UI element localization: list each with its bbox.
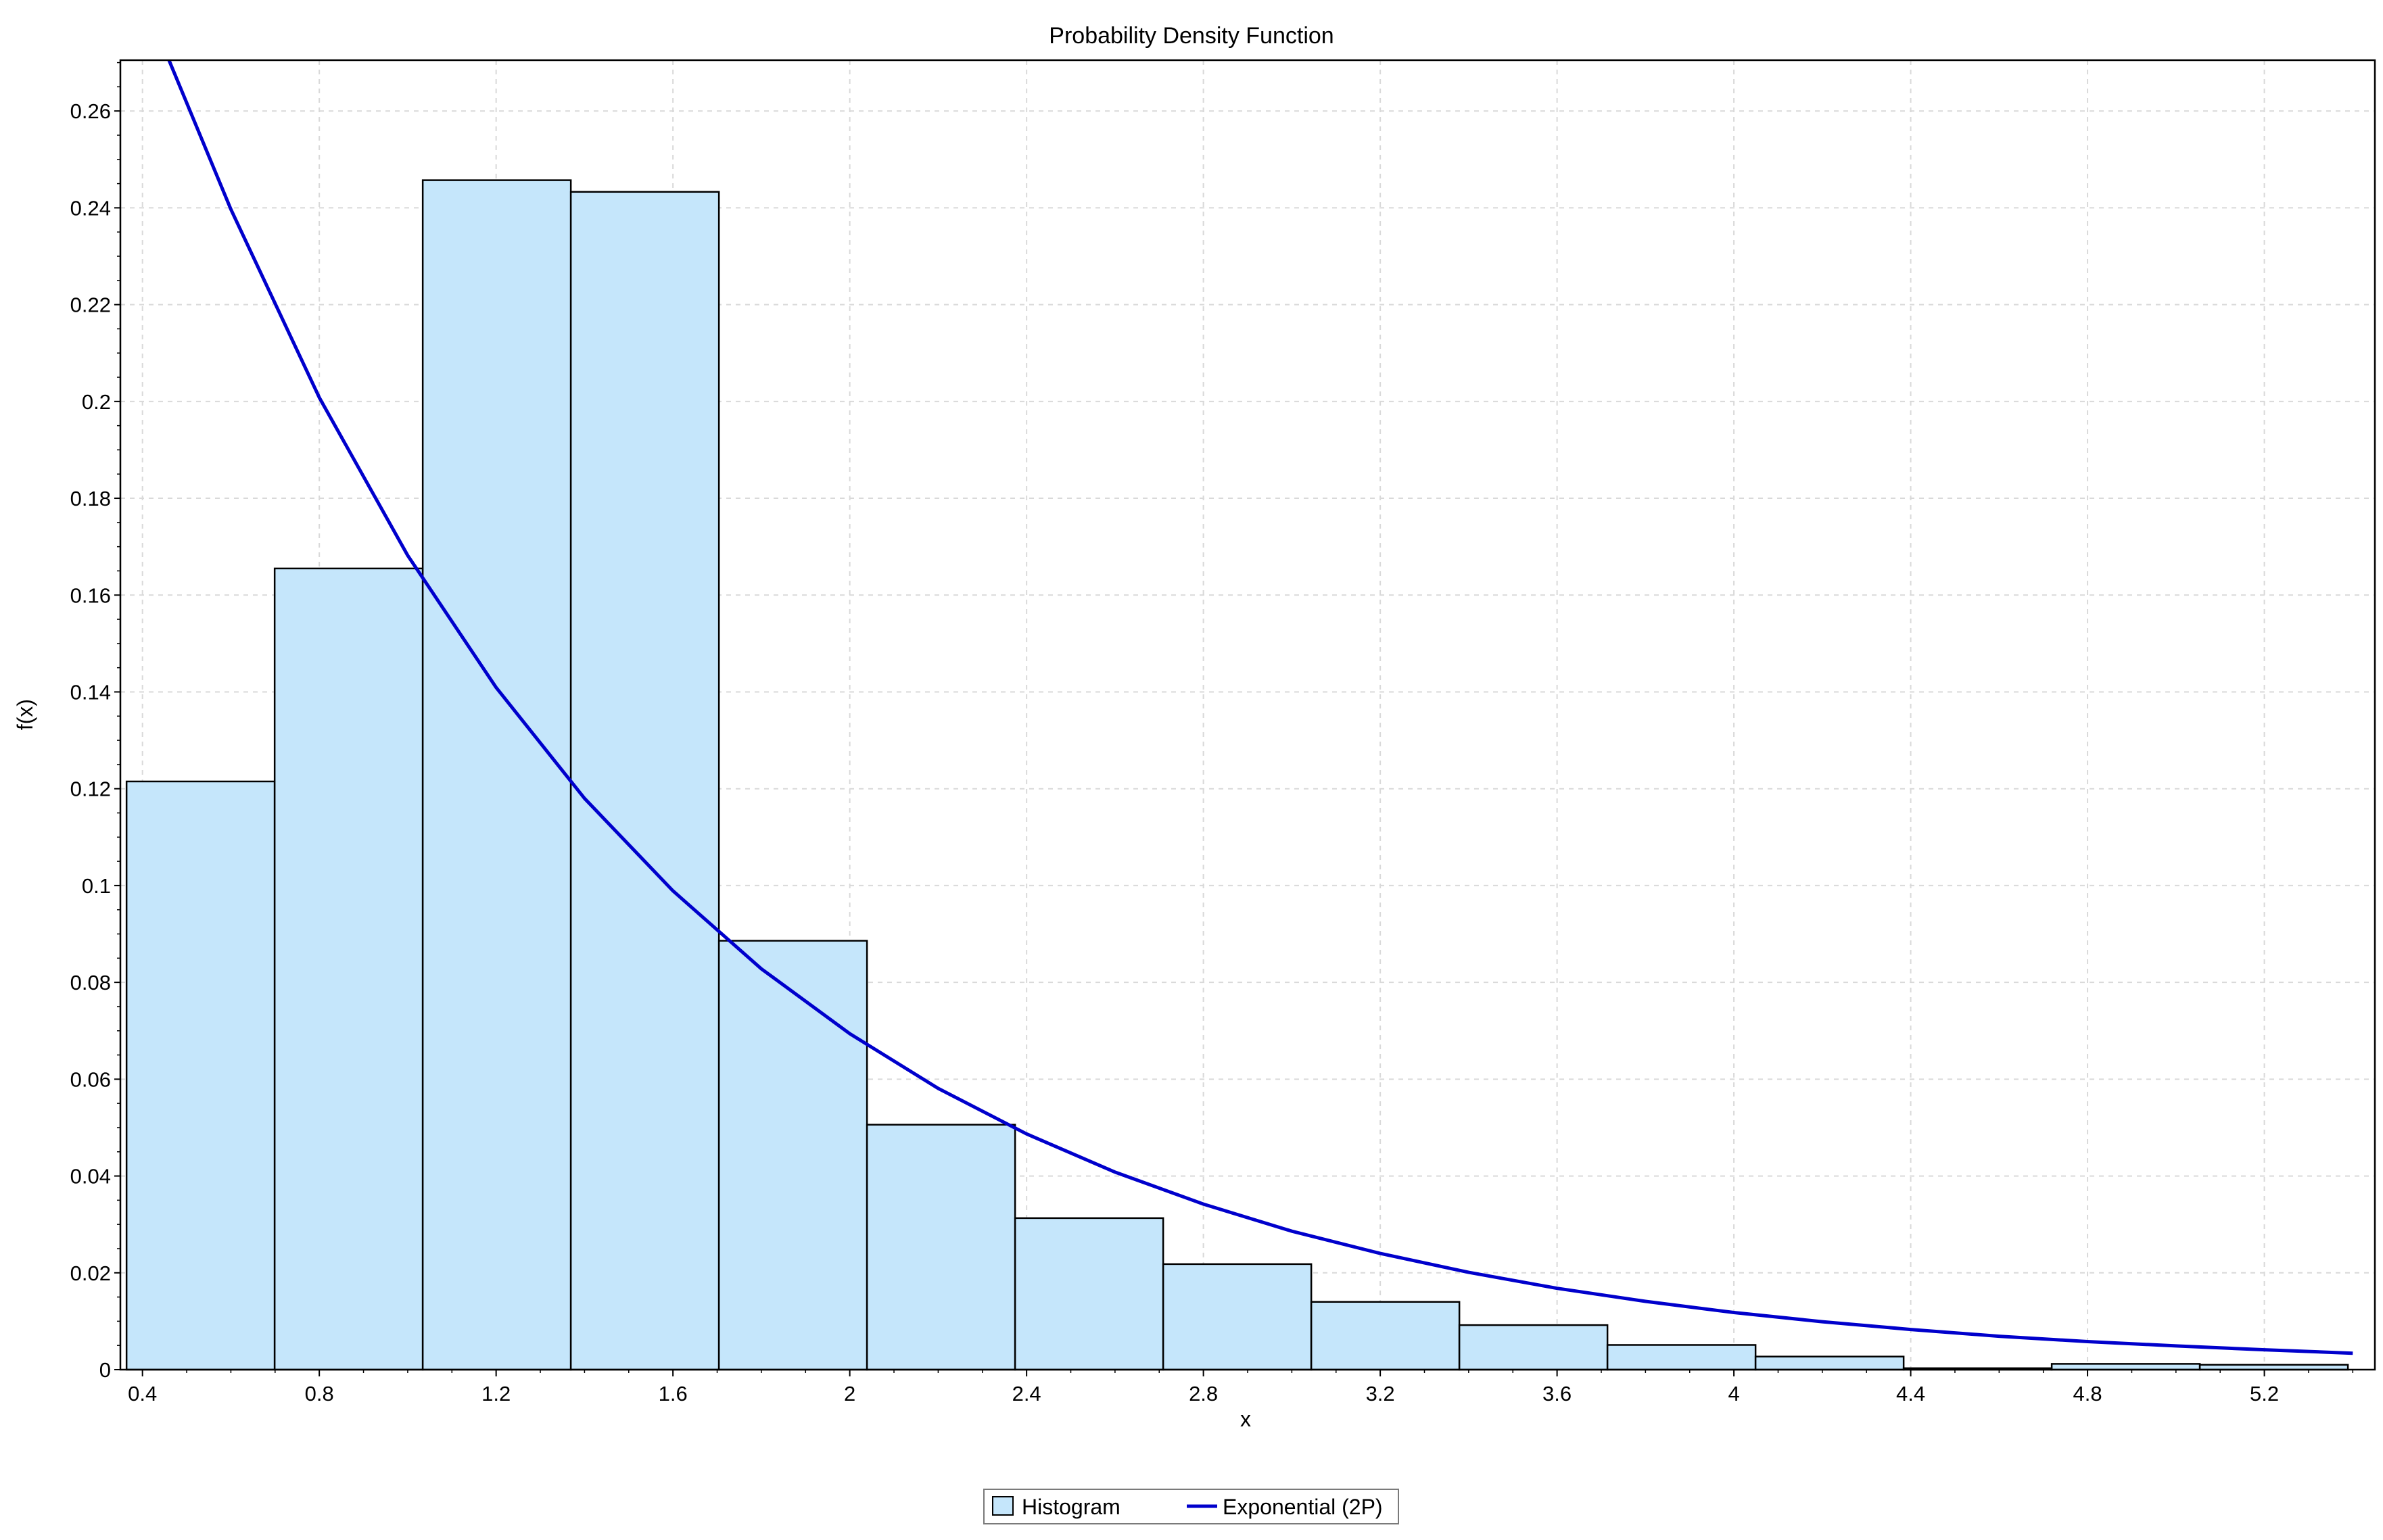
x-tick-label: 0.4 [128, 1382, 157, 1405]
x-tick-label: 4 [1728, 1382, 1739, 1405]
histogram-bar [1014, 1217, 1164, 1371]
legend: Histogram Exponential (2P) [983, 1489, 1399, 1524]
x-tick-label: 3.6 [1542, 1382, 1572, 1405]
histogram-bar [1458, 1324, 1609, 1371]
y-tick-label: 0.06 [70, 1067, 111, 1091]
x-tick-label: 2.4 [1012, 1382, 1041, 1405]
y-tick-label: 0.16 [70, 583, 111, 607]
y-tick-label: 0.14 [70, 680, 111, 704]
histogram-bars [125, 179, 2349, 1371]
x-tick-label: 4.4 [1896, 1382, 1925, 1405]
x-tick-label: 3.2 [1366, 1382, 1395, 1405]
exponential-curve [167, 59, 2353, 1355]
x-tick-label: 4.8 [2073, 1382, 2102, 1405]
histogram-bar [1754, 1355, 1905, 1371]
histogram-bar [2050, 1363, 2201, 1371]
curve-layer [167, 59, 2353, 1355]
histogram-bar [273, 567, 424, 1371]
x-tick-label: 2 [844, 1382, 855, 1405]
y-tick-label: 0 [99, 1358, 111, 1382]
chart-title: Probability Density Function [1049, 23, 1334, 49]
y-axis-label: f(x) [13, 699, 37, 730]
x-tick-label: 1.6 [659, 1382, 688, 1405]
histogram-bar [1310, 1301, 1461, 1371]
x-axis: 0.4 0.8 1.2 1.6 2 2.4 2.8 3.2 3.6 4 4.4 4.8 5.2 [128, 1370, 2354, 1405]
y-tick-label: 0.24 [70, 196, 111, 220]
histogram-bar [866, 1124, 1016, 1371]
y-tick-label: 0.04 [70, 1165, 111, 1188]
y-tick-label: 0.1 [82, 874, 111, 898]
y-tick-label: 0.02 [70, 1261, 111, 1285]
x-tick-label: 5.2 [2250, 1382, 2279, 1405]
legend-histogram-swatch [992, 1496, 1014, 1516]
y-tick-label: 0.22 [70, 293, 111, 317]
histogram-bar [1606, 1344, 1757, 1371]
histogram-bar [1162, 1263, 1313, 1371]
x-axis-label: x [1240, 1407, 1251, 1431]
y-axis: 0 0.02 0.04 0.06 0.08 0.1 0.12 0.14 0.16 0.18 0.2 0… [70, 62, 120, 1382]
x-tick-label: 0.8 [305, 1382, 334, 1405]
legend-curve-label: Exponential (2P) [1223, 1495, 1383, 1519]
histogram-bar [421, 179, 572, 1371]
y-tick-label: 0.26 [70, 99, 111, 123]
x-tick-label: 1.2 [481, 1382, 511, 1405]
y-tick-label: 0.18 [70, 487, 111, 510]
y-tick-label: 0.08 [70, 971, 111, 994]
x-tick-label: 2.8 [1189, 1382, 1218, 1405]
y-tick-label: 0.12 [70, 777, 111, 801]
histogram-bar [125, 780, 276, 1371]
y-tick-label: 0.2 [82, 390, 111, 414]
histogram-bar [717, 940, 868, 1371]
legend-histogram-label: Histogram [1022, 1495, 1120, 1519]
histogram-bar [569, 191, 720, 1371]
